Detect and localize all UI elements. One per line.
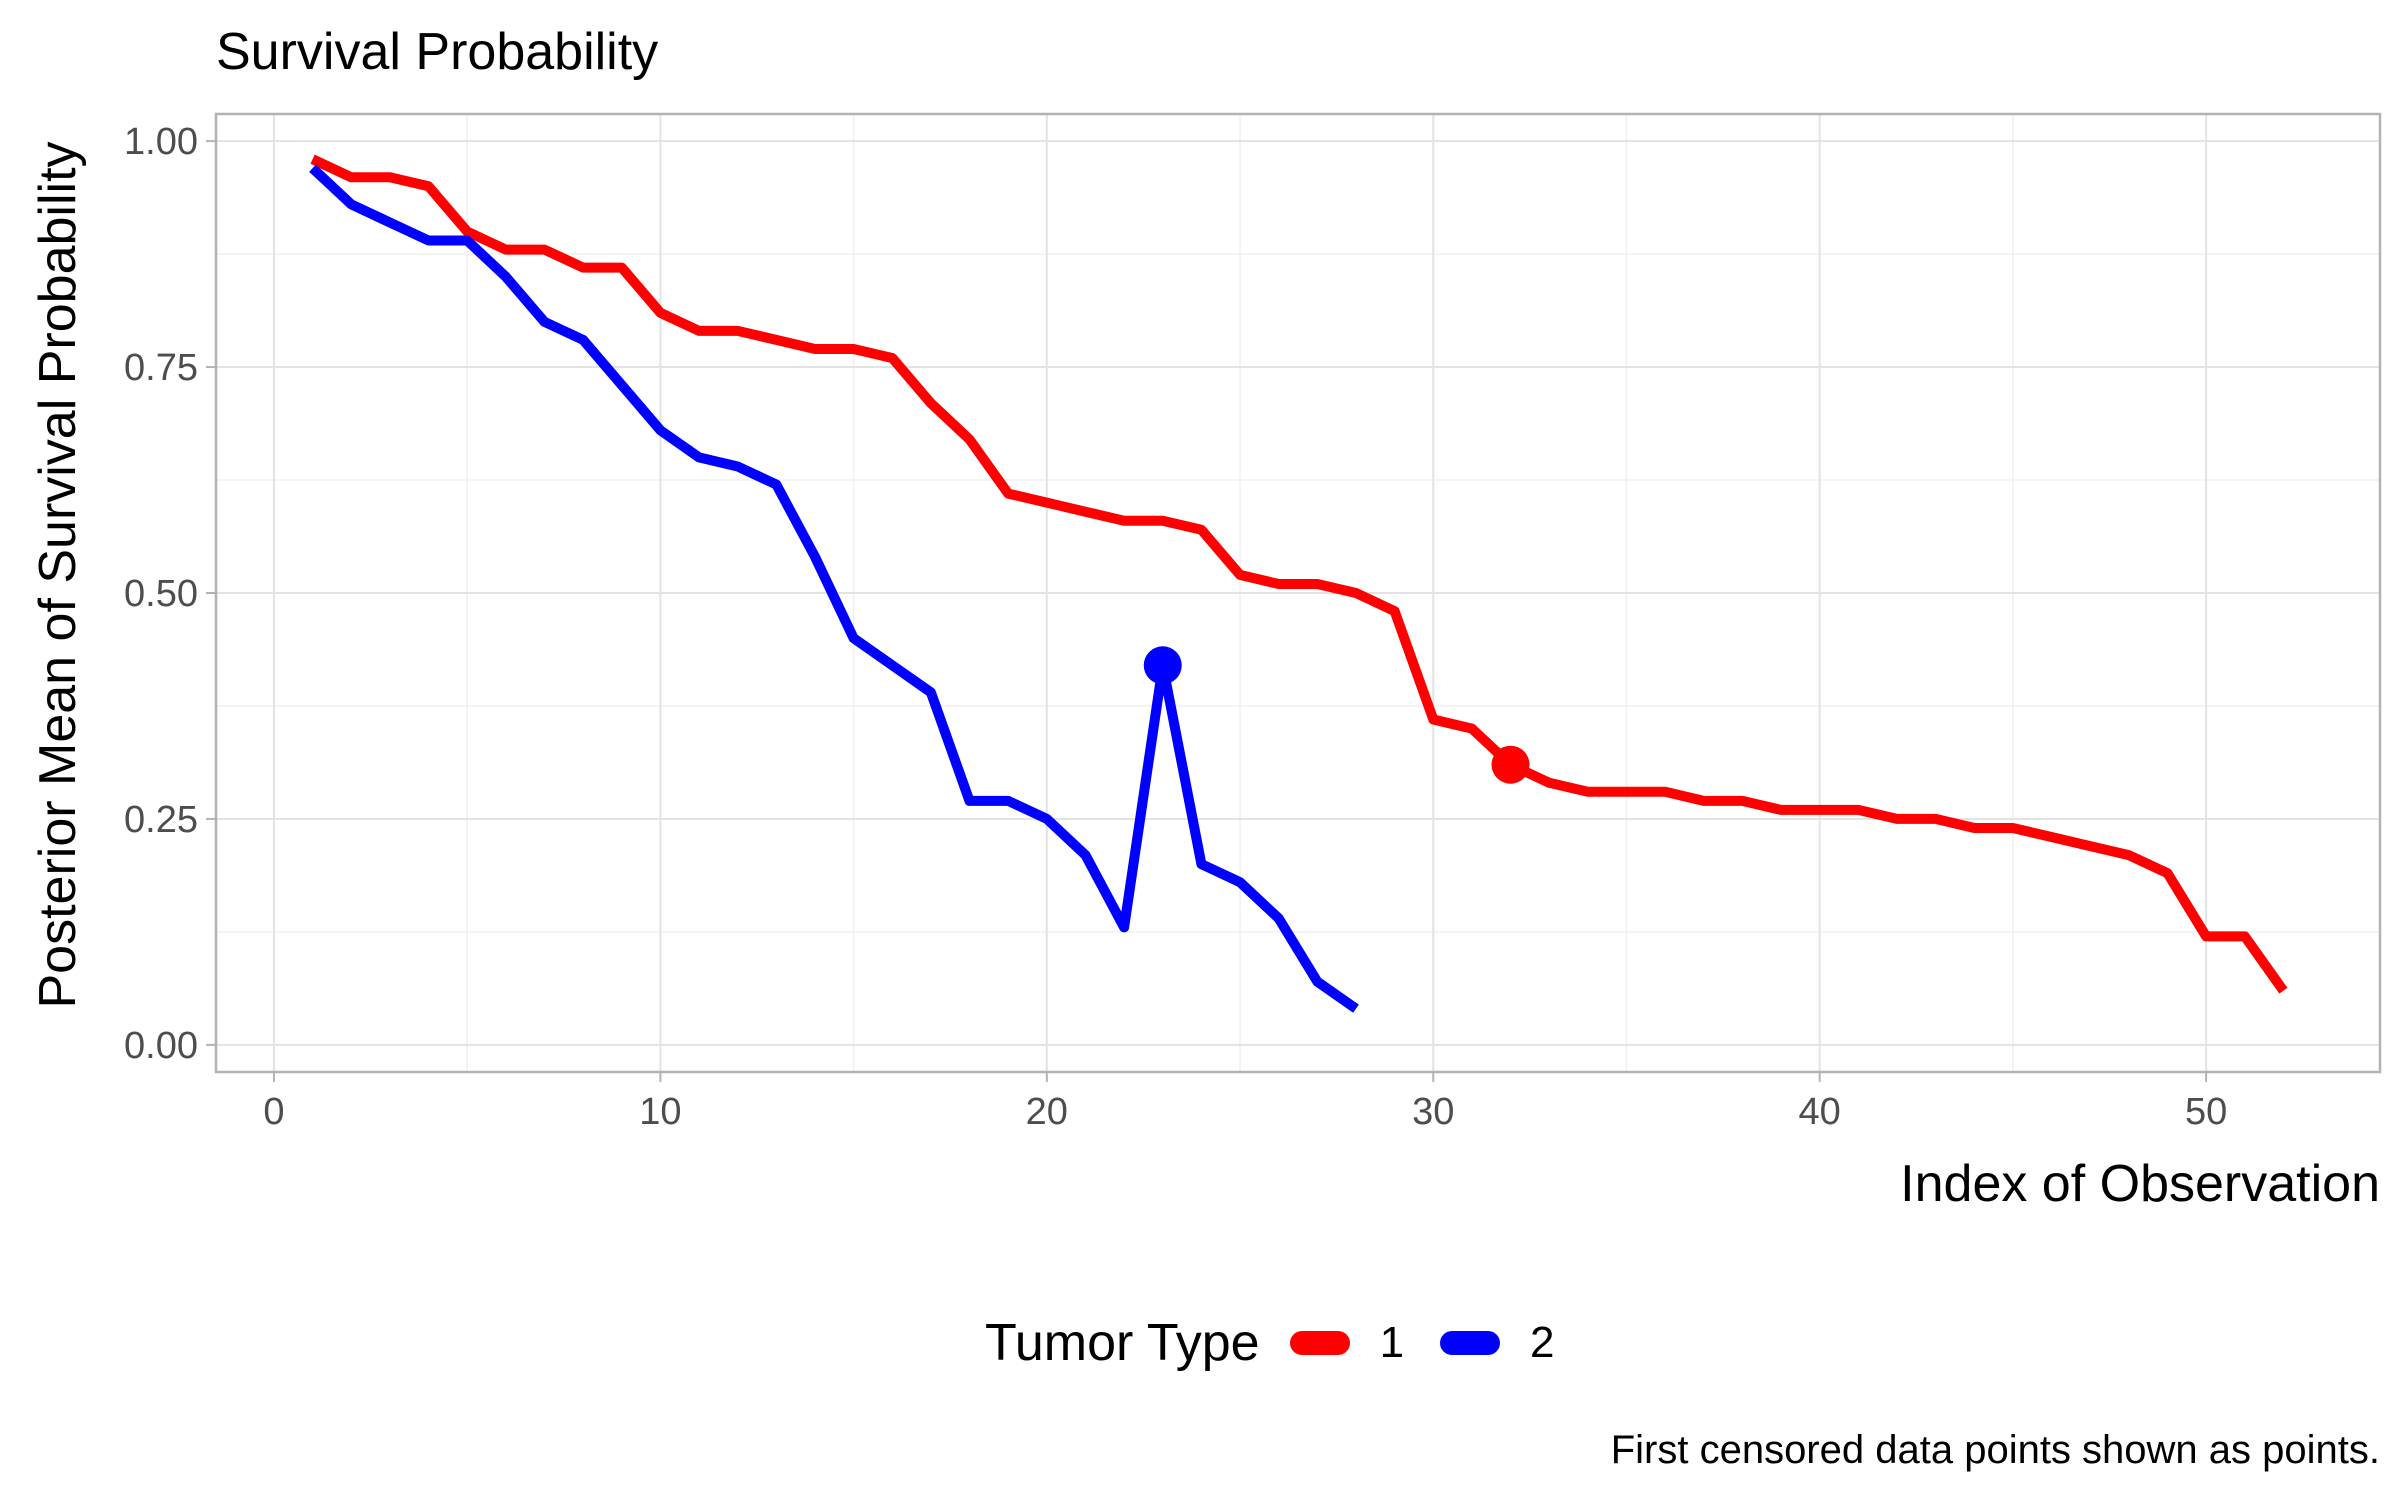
legend-item-series-2: 2 [1440,1318,1555,1368]
legend-title: Tumor Type [985,1314,1260,1372]
x-tick-label: 30 [1412,1091,1454,1133]
series-lines [309,154,2288,1013]
chart-title: Survival Probability [216,23,659,81]
y-tick-label: 0.75 [124,347,198,389]
x-tick-label: 10 [639,1091,681,1133]
legend-key-blue [1440,1331,1501,1355]
x-axis-title: Index of Observation [1900,1155,2380,1213]
censored-point-1 [1491,745,1530,784]
legend-label: 1 [1379,1318,1405,1367]
series-line-2 [309,164,1359,1013]
chart-caption: First censored data points shown as poin… [1610,1428,2380,1472]
x-tick-label: 40 [1799,1091,1841,1133]
x-tick-label: 20 [1026,1091,1068,1133]
censored-point-2 [1143,646,1182,685]
y-tick-label: 0.25 [124,799,198,841]
legend-item-series-1: 1 [1289,1318,1405,1368]
y-tick-label: 0.50 [124,573,198,615]
series-line-1 [310,154,2288,994]
legend-label: 2 [1530,1318,1555,1367]
x-tick-label: 0 [263,1091,284,1133]
major-gridlines [216,114,2380,1072]
censored-points [1143,646,1530,784]
x-axis-ticks: 0 10 20 30 40 50 [263,1072,2227,1133]
y-tick-label: 1.00 [124,121,198,163]
legend: Tumor Type 1 2 [985,1308,1591,1378]
y-axis-ticks: 0.00 0.25 0.50 0.75 1.00 [124,121,216,1067]
y-axis-title: Posterior Mean of Survival Probability [29,141,87,1009]
x-tick-label: 50 [2185,1091,2227,1133]
y-tick-label: 0.00 [124,1025,198,1067]
legend-key-red [1289,1331,1350,1355]
